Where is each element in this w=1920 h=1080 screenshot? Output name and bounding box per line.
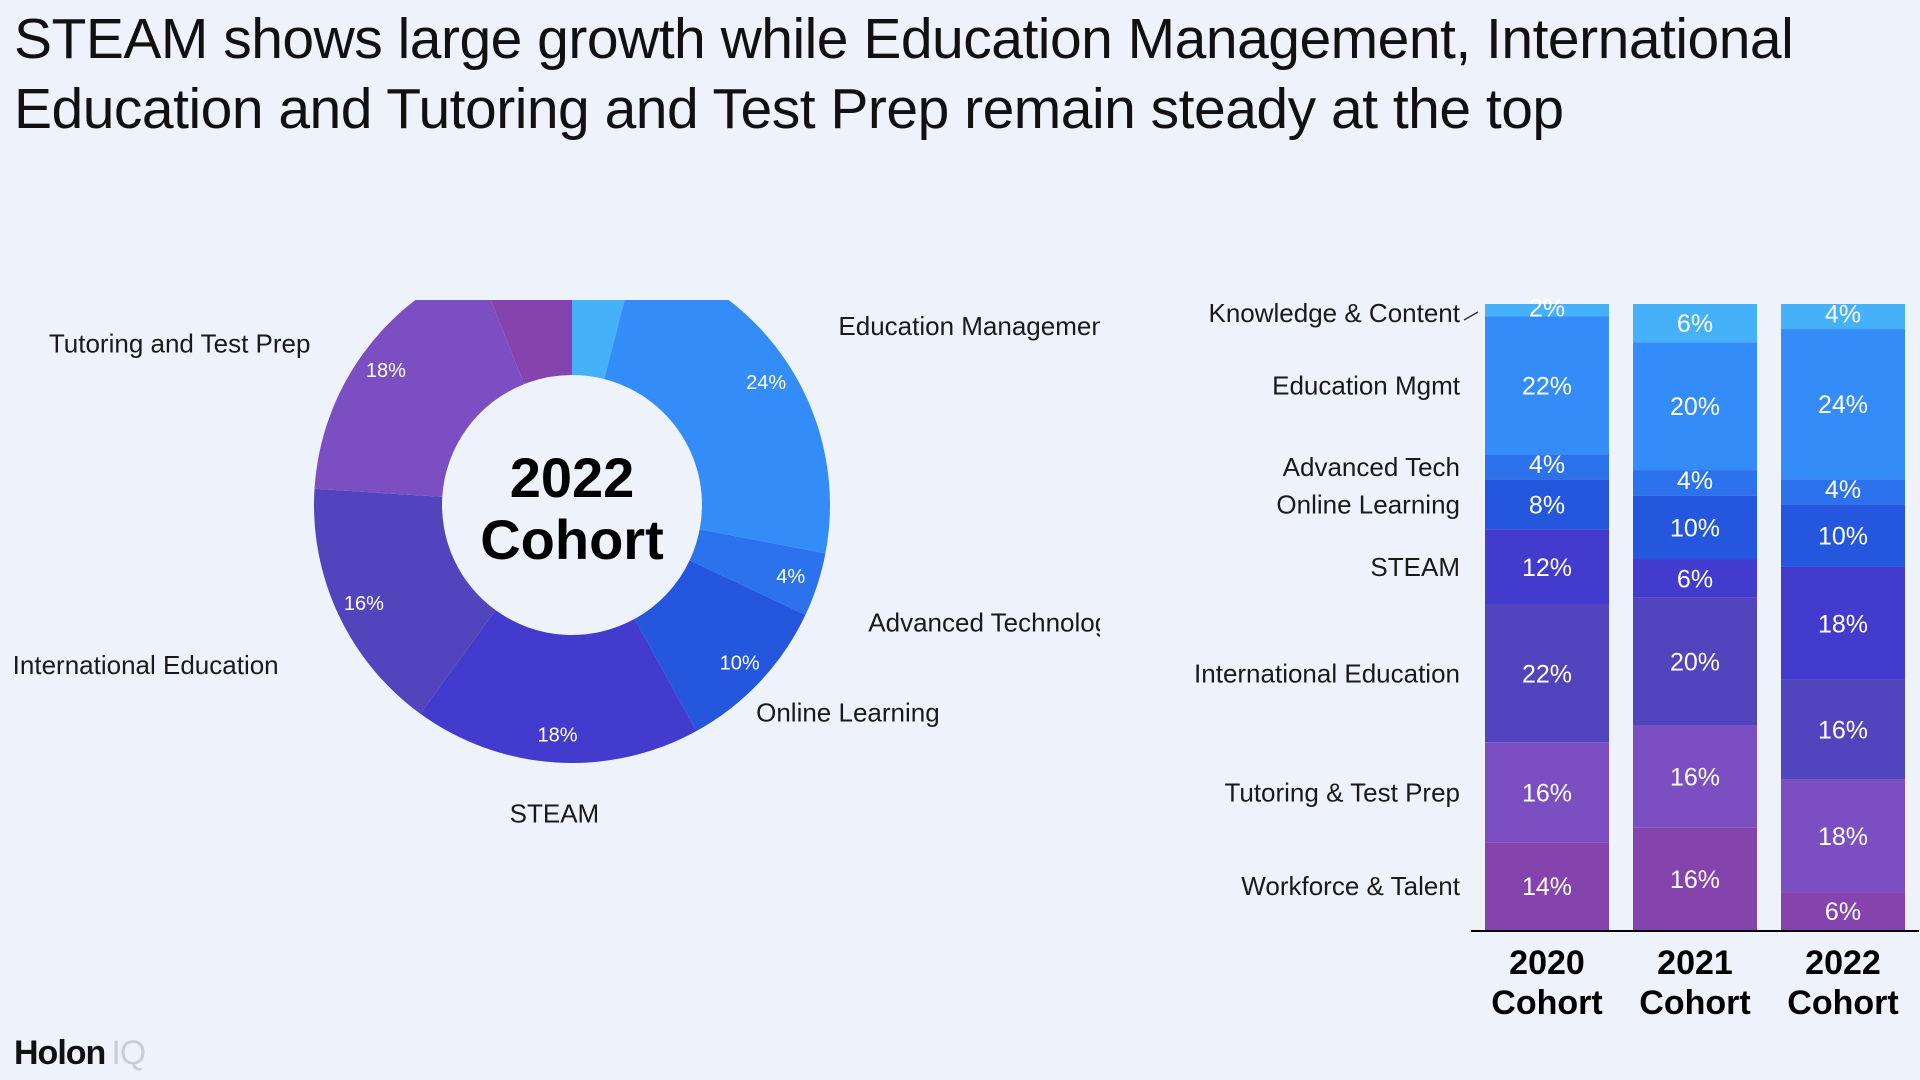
bar-segment-knowledge-and-content-1: [1633, 304, 1757, 343]
donut-slice-online-learning: [634, 560, 806, 732]
donut-slice-knowledge: [572, 300, 625, 380]
bar-segment-advanced-tech-2: [1781, 479, 1905, 505]
donut-pct-label-tutoring-and-test-prep: 18%: [366, 360, 406, 382]
category-label-0-1: Cohort: [1491, 984, 1602, 1022]
bar-label-online-learning-0: 8%: [1529, 491, 1565, 519]
bar-segment-education-mgmt-0: [1485, 316, 1609, 455]
category-label-2-0: 2022: [1805, 944, 1881, 982]
logo-brand: Holon: [14, 1034, 106, 1072]
bar-segment-online-learning-0: [1485, 479, 1609, 530]
row-label-leader-line: [1463, 311, 1479, 321]
donut-slice-workforce-and-talent: [490, 300, 572, 385]
bar-label-workforce-and-talent-0: 14%: [1522, 873, 1572, 901]
donut-slice-steam: [420, 610, 697, 763]
bar-segment-online-learning-2: [1781, 504, 1905, 567]
bar-segment-advanced-tech-1: [1633, 470, 1757, 496]
bar-label-international-education-1: 20%: [1670, 649, 1720, 677]
donut-slice-tutoring-and-test-prep: [314, 300, 525, 497]
page-title: STEAM shows large growth while Education…: [14, 7, 1794, 141]
bar-label-tutoring-and-test-prep-2: 18%: [1818, 823, 1868, 851]
category-label-1-1: Cohort: [1639, 984, 1750, 1022]
bar-label-education-mgmt-0: 22%: [1522, 372, 1572, 400]
row-label-education-mgmt: Education Mgmt: [1272, 370, 1461, 400]
bar-segment-workforce-and-talent-1: [1633, 827, 1757, 930]
bar-segment-workforce-and-talent-0: [1485, 842, 1609, 930]
bar-segment-international-education-1: [1633, 597, 1757, 726]
row-label-tutoring-and-test-prep: Tutoring & Test Prep: [1224, 777, 1460, 807]
donut-slice-education-management: [604, 300, 830, 554]
bar-label-international-education-2: 16%: [1818, 717, 1868, 745]
bar-label-tutoring-and-test-prep-0: 16%: [1522, 779, 1572, 807]
bar-segment-tutoring-and-test-prep-1: [1633, 725, 1757, 828]
donut-pct-label-advanced-technology: 4%: [776, 566, 805, 588]
bar-segment-tutoring-and-test-prep-0: [1485, 742, 1609, 843]
stacked-bar-chart: 2%22%4%8%12%22%16%14%2020Cohort6%20%4%10…: [1194, 294, 1919, 1022]
bar-segment-steam-1: [1633, 559, 1757, 598]
bar-label-online-learning-2: 10%: [1818, 523, 1868, 551]
bar-segment-education-mgmt-1: [1633, 342, 1757, 471]
holoniq-logo: Holon IQ: [14, 1034, 146, 1073]
donut-pct-label-steam: 18%: [538, 725, 578, 747]
bar-segment-steam-0: [1485, 529, 1609, 605]
bar-segment-workforce-and-talent-2: [1781, 892, 1905, 930]
bar-label-workforce-and-talent-1: 16%: [1670, 866, 1720, 894]
donut-name-label-steam: STEAM: [510, 798, 600, 828]
bar-label-education-mgmt-1: 20%: [1670, 393, 1720, 421]
bar-label-online-learning-1: 10%: [1670, 515, 1720, 543]
donut-chart: 4%Knowledge24%Education Management4%Adva…: [13, 300, 1100, 828]
bar-label-knowledge-and-content-2: 4%: [1825, 301, 1861, 329]
donut-pct-label-online-learning: 10%: [720, 652, 760, 674]
donut-name-label-advanced-technology: Advanced Technology: [868, 608, 1100, 638]
bar-segment-online-learning-1: [1633, 495, 1757, 560]
donut-slice-advanced-technology: [689, 529, 826, 615]
bar-segment-education-mgmt-2: [1781, 329, 1905, 480]
bar-label-international-education-0: 22%: [1522, 660, 1572, 688]
bar-label-advanced-tech-1: 4%: [1677, 467, 1713, 495]
donut-pct-label-international-education: 16%: [344, 593, 384, 615]
bar-label-knowledge-and-content-1: 6%: [1677, 310, 1713, 338]
category-label-1-0: 2021: [1657, 944, 1733, 982]
row-label-steam: STEAM: [1370, 552, 1460, 582]
bar-label-advanced-tech-0: 4%: [1529, 451, 1565, 479]
category-label-2-1: Cohort: [1787, 984, 1898, 1022]
row-label-online-learning: Online Learning: [1276, 489, 1460, 519]
bar-label-steam-1: 6%: [1677, 566, 1713, 594]
bar-label-steam-2: 18%: [1818, 610, 1868, 638]
bar-segment-international-education-2: [1781, 679, 1905, 780]
row-label-workforce-and-talent: Workforce & Talent: [1241, 871, 1460, 901]
category-label-0-0: 2020: [1509, 944, 1585, 982]
bar-label-steam-0: 12%: [1522, 554, 1572, 582]
row-label-international-education: International Education: [1194, 658, 1460, 688]
bar-segment-international-education-0: [1485, 604, 1609, 743]
row-label-advanced-tech: Advanced Tech: [1283, 452, 1460, 482]
bar-segment-knowledge-and-content-2: [1781, 304, 1905, 330]
donut-slice-international-education: [314, 488, 496, 714]
bar-label-advanced-tech-2: 4%: [1825, 476, 1861, 504]
donut-name-label-education-management: Education Management: [838, 311, 1100, 341]
donut-center-label-1: 2022: [510, 446, 635, 509]
donut-name-label-online-learning: Online Learning: [756, 698, 940, 728]
row-label-knowledge-and-content: Knowledge & Content: [1208, 298, 1460, 328]
bar-segment-advanced-tech-0: [1485, 454, 1609, 480]
bar-label-workforce-and-talent-2: 6%: [1825, 898, 1861, 926]
logo-suffix: IQ: [111, 1034, 146, 1072]
bar-segment-steam-2: [1781, 566, 1905, 680]
bar-label-education-mgmt-2: 24%: [1818, 391, 1868, 419]
bar-label-tutoring-and-test-prep-1: 16%: [1670, 764, 1720, 792]
bar-segment-tutoring-and-test-prep-2: [1781, 779, 1905, 893]
donut-pct-label-education-management: 24%: [746, 372, 786, 394]
donut-name-label-tutoring-and-test-prep: Tutoring and Test Prep: [49, 328, 311, 358]
bar-segment-knowledge-and-content-0: [1485, 304, 1609, 317]
donut-center-label-2: Cohort: [480, 508, 664, 571]
donut-name-label-international-education: International Education: [13, 650, 279, 680]
